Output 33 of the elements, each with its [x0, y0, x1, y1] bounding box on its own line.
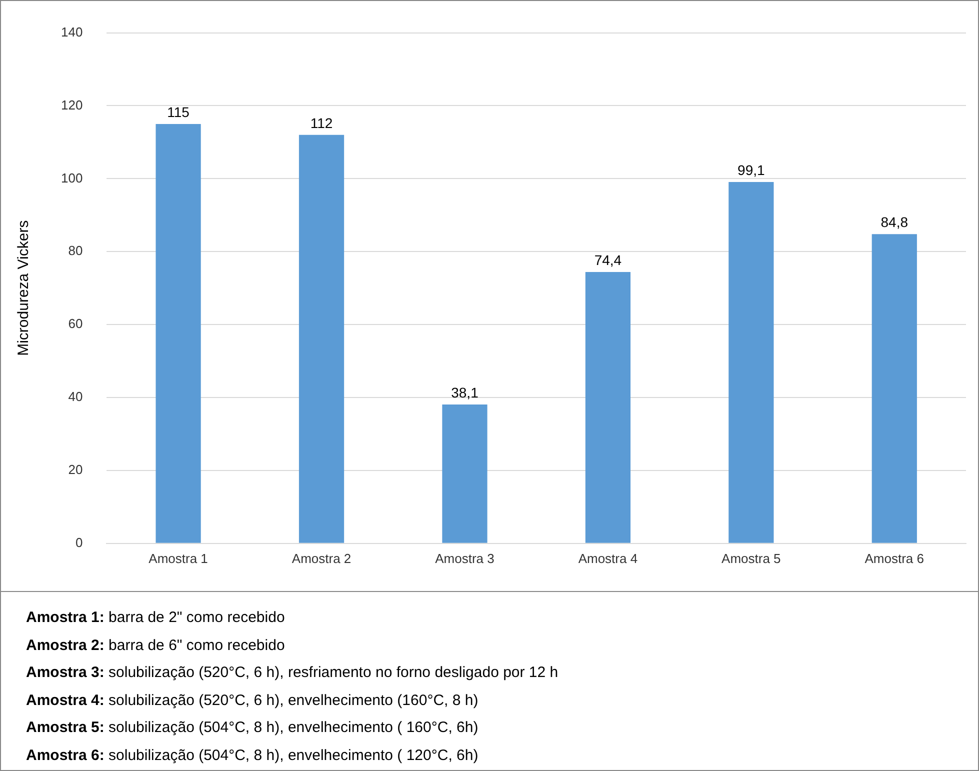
x-tick-label: Amostra 6 — [864, 550, 924, 566]
y-tick-label: 20 — [68, 462, 83, 478]
data-label: 112 — [310, 114, 333, 131]
y-tick-label: 0 — [75, 534, 83, 550]
bar — [585, 272, 631, 543]
text: Amostra 5: solubilização (504°C, 8 h), envelhecimento ( 160°C, 6h) — [26, 718, 480, 738]
data-label: 74,4 — [594, 252, 622, 268]
y-tick-label: 80 — [68, 243, 83, 258]
text: Amostra 1: barra de 2" como recebido — [26, 608, 286, 628]
y-tick-label: 40 — [68, 389, 83, 404]
y-tick-label: 120 — [60, 97, 83, 112]
bar — [872, 234, 917, 543]
x-tick-label: Amostra 4 — [578, 550, 638, 566]
text: Amostra 3: solubilização (520°C, 6 h), resfriamento no forno desligado por 12 h — [26, 663, 558, 683]
data-label: 99,1 — [738, 162, 766, 178]
y-tick-label: 60 — [68, 316, 83, 332]
text: Amostra 4: solubilização (520°C, 6 h), envelhecimento (160°C, 8 h) — [26, 690, 480, 710]
x-tick-label: Amostra 2 — [292, 550, 352, 566]
data-label: 38,1 — [451, 384, 479, 400]
bar — [298, 134, 344, 543]
data-label: 115 — [167, 104, 190, 120]
text: Amostra 2: barra de 6" como recebido — [26, 636, 286, 656]
text: Amostra 6: solubilização (504°C, 8 h), envelhecimento ( 120°C, 6h) — [26, 746, 480, 766]
bar — [728, 182, 774, 543]
bar — [442, 404, 488, 543]
x-tick-label: Amostra 1 — [148, 550, 208, 566]
y-axis-title: Microdureza Vickers — [15, 220, 32, 356]
x-tick-label: Amostra 3 — [435, 550, 494, 566]
data-label: 84,8 — [880, 214, 908, 230]
x-tick-label: Amostra 5 — [722, 550, 781, 566]
bar — [156, 124, 201, 543]
y-tick-label: 100 — [60, 170, 83, 186]
y-tick-label: 140 — [60, 24, 83, 40]
